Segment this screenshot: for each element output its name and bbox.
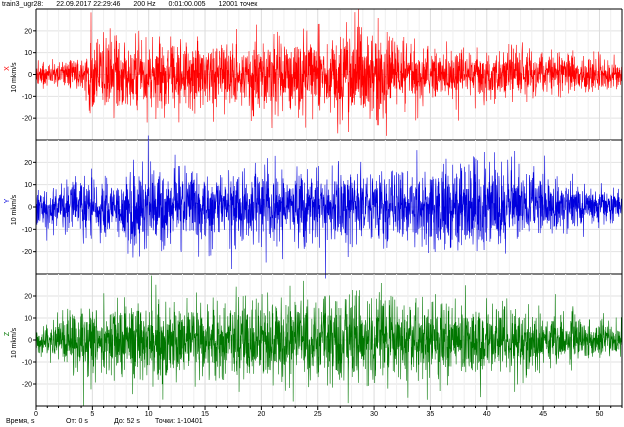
status-bar: Время, s От: 0 s До: 52 s Точки: 1-10401 <box>0 416 624 427</box>
y-tick-label: -20 <box>22 249 32 256</box>
y-tick-label: 20 <box>24 28 32 35</box>
signal-trace-y <box>35 135 623 279</box>
range-from: От: 0 s <box>66 418 88 425</box>
channel-label-x: X <box>4 66 11 71</box>
x-tick-label: 20 <box>257 411 265 418</box>
sample-rate: 200 Hz <box>133 1 156 8</box>
y-tick-label: 0 <box>28 72 32 79</box>
channel-label-z: Z <box>4 331 11 336</box>
point-count: 12001 точек <box>218 1 258 8</box>
y-tick-label: -20 <box>22 116 32 123</box>
channel-unit-label: 10 mkm/s <box>11 62 18 93</box>
range-to: До: 52 s <box>114 418 140 425</box>
signal-trace-z <box>35 275 623 407</box>
y-tick-label: 10 <box>24 50 32 57</box>
y-tick-label: 20 <box>24 294 32 301</box>
x-tick-label: 50 <box>596 411 604 418</box>
signal-trace-x <box>35 9 623 136</box>
x-tick-label: 15 <box>201 411 209 418</box>
y-tick-label: -10 <box>22 227 32 234</box>
x-tick-label: 25 <box>314 411 322 418</box>
x-tick-label: 5 <box>90 411 94 418</box>
channel-unit-label: 10 mkm/s <box>11 194 18 225</box>
y-tick-label: -10 <box>22 94 32 101</box>
channel-unit-label: 10 mkm/s <box>11 327 18 358</box>
file-name: train3_ugr28: <box>2 1 44 8</box>
y-tick-label: 10 <box>24 182 32 189</box>
x-tick-label: 30 <box>370 411 378 418</box>
y-tick-label: 0 <box>28 338 32 345</box>
y-tick-label: -20 <box>22 382 32 389</box>
x-tick-label: 35 <box>427 411 435 418</box>
x-tick-label: 40 <box>483 411 491 418</box>
record-duration: 0:01:00.005 <box>168 1 206 8</box>
y-tick-label: -10 <box>22 360 32 367</box>
y-tick-label: 20 <box>24 160 32 167</box>
x-tick-label: 45 <box>539 411 547 418</box>
x-tick-label: 10 <box>145 411 153 418</box>
channel-label-y: Y <box>4 198 11 203</box>
time-axis-label: Время, s <box>6 418 35 425</box>
point-range: Точки: 1-10401 <box>155 418 203 425</box>
record-date: 22.09.2017 22:29:46 <box>56 1 121 8</box>
y-tick-label: 0 <box>28 205 32 212</box>
y-tick-label: 10 <box>24 316 32 323</box>
x-tick-label: 0 <box>34 411 38 418</box>
file-info-bar: train3_ugr28: 22.09.2017 22:29:46 200 Hz… <box>0 0 624 9</box>
